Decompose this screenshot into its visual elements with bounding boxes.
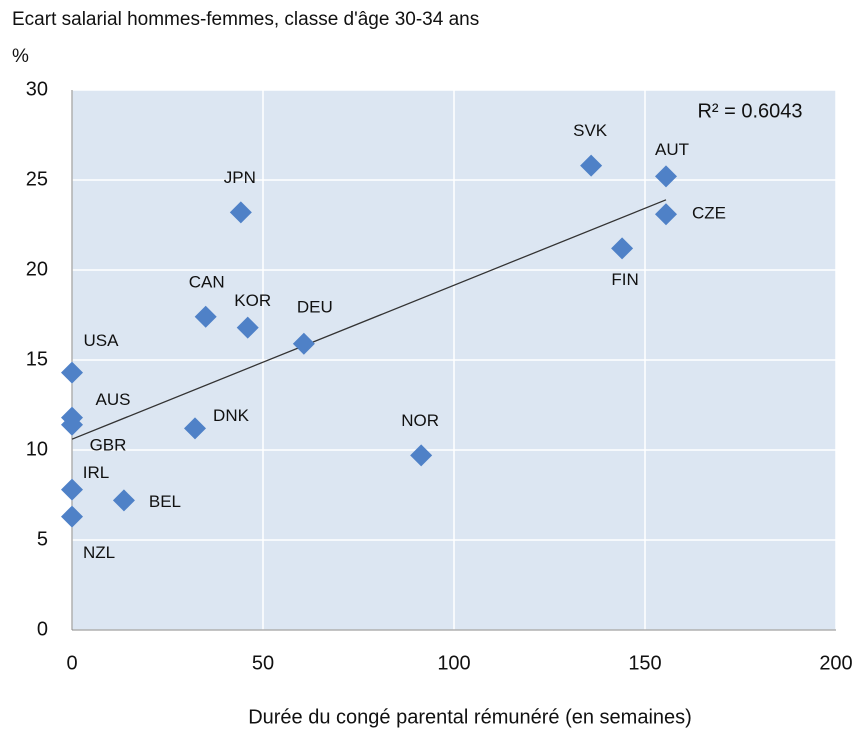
point bbox=[194, 305, 217, 328]
y-tick-label: 15 bbox=[26, 348, 48, 370]
y-tick-label: 5 bbox=[37, 528, 48, 550]
annotation: R² = 0.6043 bbox=[697, 100, 802, 122]
point-label: CZE bbox=[692, 204, 726, 223]
point-label: NZL bbox=[83, 543, 115, 562]
point bbox=[580, 154, 603, 177]
chart-title: Ecart salarial hommes-femmes, classe d'â… bbox=[12, 9, 479, 30]
point bbox=[292, 332, 315, 355]
y-tick-label: 30 bbox=[26, 78, 48, 100]
trendline bbox=[71, 199, 667, 440]
point bbox=[611, 237, 634, 260]
point bbox=[410, 444, 433, 467]
x-tick-label: 0 bbox=[66, 652, 77, 674]
point bbox=[61, 413, 83, 436]
point-label: IRL bbox=[83, 463, 109, 482]
x-tick-label: 150 bbox=[628, 652, 661, 674]
point-label: GBR bbox=[90, 435, 127, 454]
point-label: DNK bbox=[213, 406, 250, 425]
y-tick-label: 20 bbox=[26, 258, 48, 280]
point bbox=[236, 316, 259, 339]
point-label: SVK bbox=[573, 121, 608, 140]
point bbox=[61, 505, 83, 528]
point-label: JPN bbox=[224, 168, 256, 187]
x-tick-label: 50 bbox=[252, 652, 274, 674]
point bbox=[229, 201, 252, 224]
y-tick-label: 0 bbox=[37, 618, 48, 640]
point bbox=[655, 203, 678, 226]
point-label: USA bbox=[84, 331, 120, 350]
point bbox=[112, 489, 135, 512]
point-label: NOR bbox=[401, 411, 439, 430]
point-label: KOR bbox=[234, 291, 271, 310]
point-label: AUS bbox=[96, 390, 131, 409]
point bbox=[61, 361, 83, 384]
x-tick-label: 200 bbox=[819, 652, 852, 674]
x-tick-label: 100 bbox=[437, 652, 470, 674]
point-label: CAN bbox=[189, 272, 225, 291]
x-axis-label: Durée du congé parental rémunéré (en sem… bbox=[248, 706, 692, 728]
point-label: AUT bbox=[655, 140, 689, 159]
point-label: DEU bbox=[297, 297, 333, 316]
y-tick-label: 25 bbox=[26, 168, 48, 190]
point bbox=[184, 417, 207, 440]
point-label: FIN bbox=[611, 270, 638, 289]
point bbox=[655, 165, 678, 188]
y-tick-label: 10 bbox=[26, 438, 48, 460]
point bbox=[61, 478, 83, 501]
point-label: BEL bbox=[149, 492, 181, 511]
y-axis-label: % bbox=[12, 46, 29, 67]
